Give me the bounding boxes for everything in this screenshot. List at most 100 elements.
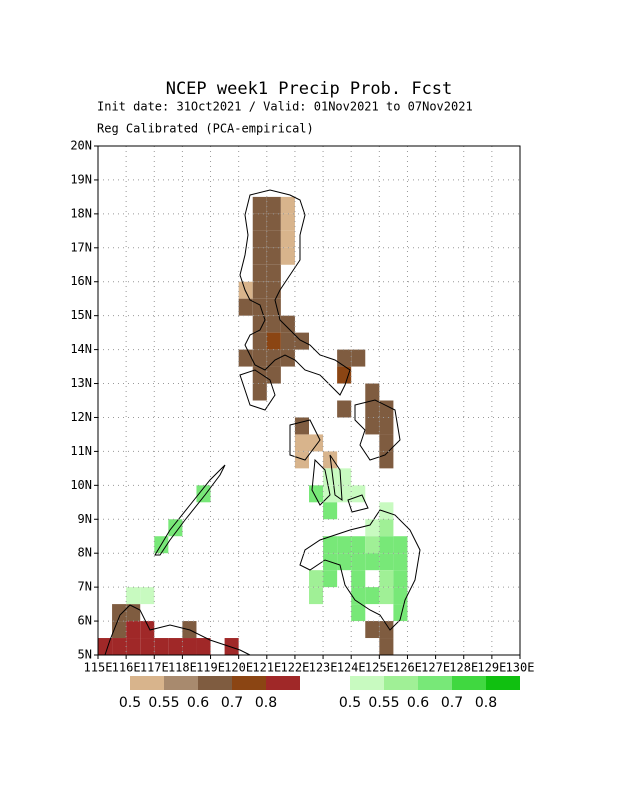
prob-cell — [238, 349, 253, 367]
prob-cell — [323, 570, 338, 588]
prob-cell — [294, 434, 309, 452]
x-tick-label: 129E — [477, 661, 506, 675]
prob-cell — [126, 587, 141, 605]
x-tick-label: 125E — [365, 661, 394, 675]
prob-cell — [252, 332, 267, 350]
prob-cell — [280, 213, 295, 231]
prob-cell — [252, 230, 267, 248]
prob-cell — [351, 604, 366, 622]
coastline — [354, 399, 401, 461]
y-tick-label: 14N — [70, 342, 92, 356]
y-tick-label: 11N — [70, 444, 92, 458]
prob-cell — [337, 366, 352, 384]
coastlines — [104, 189, 421, 656]
y-tick-label: 12N — [70, 410, 92, 424]
legend-label: 0.8 — [475, 695, 497, 711]
prob-cell — [196, 485, 211, 503]
y-tick-label: 6N — [78, 614, 92, 628]
prob-cell — [309, 570, 324, 588]
prob-cell — [365, 536, 380, 554]
prob-cell — [351, 553, 366, 571]
prob-cell — [252, 281, 267, 299]
legend-label: 0.7 — [441, 695, 463, 711]
legend-swatch — [486, 676, 520, 690]
axes: 115E 116E 117E 118E 119E 120E 121E 122E 123E 124E… — [70, 139, 534, 675]
prob-cell — [393, 536, 408, 554]
prob-cell — [112, 638, 127, 655]
prob-cell — [252, 298, 267, 316]
legend-label: 0.8 — [255, 695, 277, 711]
x-tick-label: 119E — [196, 661, 225, 675]
prob-cell — [266, 349, 281, 367]
y-tick-label: 15N — [70, 308, 92, 322]
prob-cell — [351, 536, 366, 554]
subtitle: Init date: 31Oct2021 / Valid: 01Nov2021 … — [97, 100, 473, 114]
prob-cell — [280, 332, 295, 350]
prob-cell — [351, 570, 366, 588]
x-tick-label: 117E — [140, 661, 169, 675]
prob-cell — [280, 315, 295, 333]
prob-cell — [182, 638, 197, 655]
prob-cell — [196, 638, 211, 655]
legend-swatch — [232, 676, 266, 690]
prob-cell — [379, 553, 394, 571]
prob-cell — [351, 485, 366, 503]
prob-cell — [280, 196, 295, 214]
legend-swatch — [164, 676, 198, 690]
prob-cell — [266, 230, 281, 248]
prob-cell — [379, 434, 394, 452]
prob-cell — [266, 281, 281, 299]
coastline — [239, 369, 276, 411]
note: Reg Calibrated (PCA-empirical) — [97, 122, 314, 136]
legend-swatch — [130, 676, 164, 690]
prob-cell — [140, 621, 155, 639]
prob-cell — [365, 417, 380, 435]
prob-cell — [379, 587, 394, 605]
x-tick-label: 130E — [506, 661, 535, 675]
prob-cell — [266, 247, 281, 265]
y-tick-label: 8N — [78, 546, 92, 560]
x-tick-label: 128E — [449, 661, 478, 675]
prob-cell — [140, 638, 155, 655]
legend-swatch — [418, 676, 452, 690]
legend-swatch — [198, 676, 232, 690]
prob-cell — [238, 281, 253, 299]
y-tick-label: 20N — [70, 139, 92, 153]
legend-label: 0.5 — [339, 695, 361, 711]
prob-cell — [252, 349, 267, 367]
coastline — [289, 419, 321, 461]
legend-label: 0.55 — [148, 695, 179, 711]
prob-cell — [379, 621, 394, 639]
prob-cell — [393, 553, 408, 571]
prob-cell — [168, 638, 183, 655]
prob-cell — [266, 196, 281, 214]
prob-cell — [365, 621, 380, 639]
prob-cell — [280, 247, 295, 265]
prob-cell — [337, 553, 352, 571]
y-tick-label: 16N — [70, 274, 92, 288]
prob-cell — [168, 519, 183, 537]
prob-cell — [379, 400, 394, 418]
legend: 0.5 0.55 0.6 0.7 0.8 0.5 0.55 0.6 0.7 0.8 — [119, 676, 520, 711]
prob-cell — [337, 400, 352, 418]
prob-cell — [337, 468, 352, 486]
prob-cell — [323, 536, 338, 554]
prob-cell — [379, 536, 394, 554]
x-tick-label: 124E — [337, 661, 366, 675]
coastline — [311, 458, 331, 506]
y-tick-label: 10N — [70, 478, 92, 492]
coastline — [239, 189, 351, 396]
prob-cell — [309, 485, 324, 503]
coastline — [104, 604, 251, 656]
prob-cell — [309, 434, 324, 452]
title: NCEP week1 Precip Prob. Fcst — [166, 79, 453, 99]
x-tick-label: 122E — [280, 661, 309, 675]
prob-cell — [252, 366, 267, 384]
prob-cell — [379, 519, 394, 537]
prob-cell — [393, 604, 408, 622]
x-tick-label: 120E — [224, 661, 253, 675]
prob-cell — [337, 536, 352, 554]
prob-cell — [252, 213, 267, 231]
